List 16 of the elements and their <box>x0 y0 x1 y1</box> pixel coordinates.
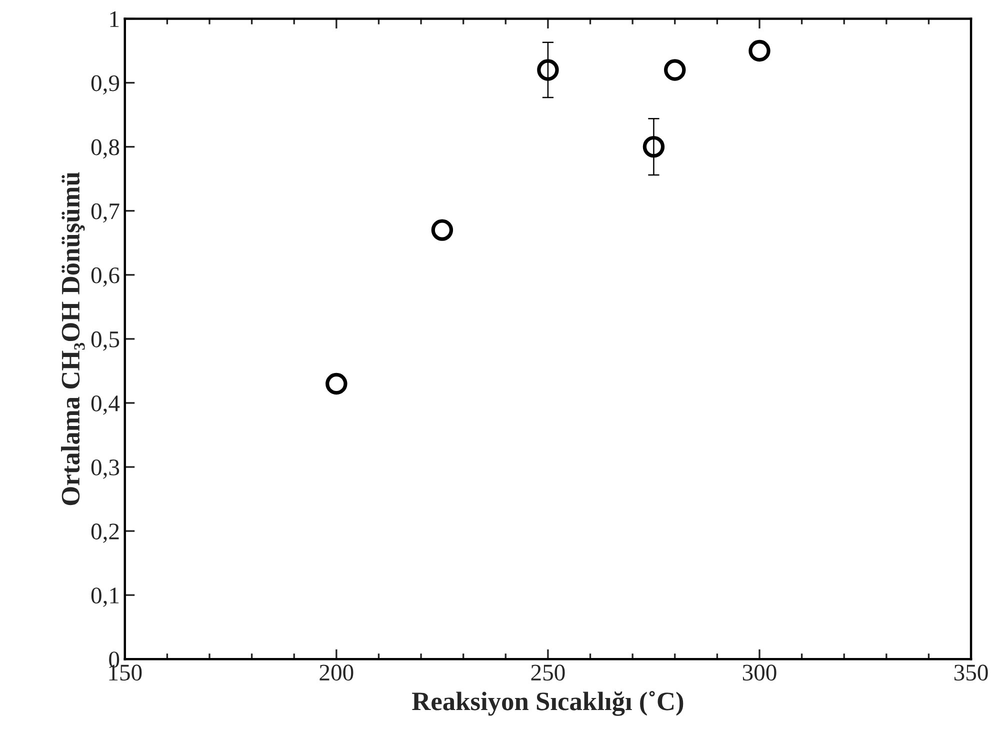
y-tick-label: 0,7 <box>91 203 120 223</box>
x-tick-label: 350 <box>954 664 988 681</box>
y-tick-label: 0,1 <box>91 588 119 607</box>
x-axis-title: Reaksiyon Sıcaklığı (˚C) <box>412 690 684 716</box>
y-axis-title: Ortalama CH₃OH Dönüşümü <box>61 172 85 506</box>
x-tick-label: 200 <box>320 664 354 681</box>
y-tick-label: 0,6 <box>91 267 120 287</box>
y-tick-label: 0,9 <box>91 75 120 95</box>
y-tick-label: 0,2 <box>91 524 119 543</box>
x-tick-label: 300 <box>742 664 776 681</box>
y-tick-label: 1 <box>110 11 119 27</box>
y-tick-label: 0,4 <box>91 395 120 415</box>
y-tick-label: 0,8 <box>91 139 120 159</box>
x-tick-label: 250 <box>531 664 565 681</box>
y-tick-label: 0,5 <box>91 331 120 351</box>
y-tick-label: 0,3 <box>91 459 120 479</box>
